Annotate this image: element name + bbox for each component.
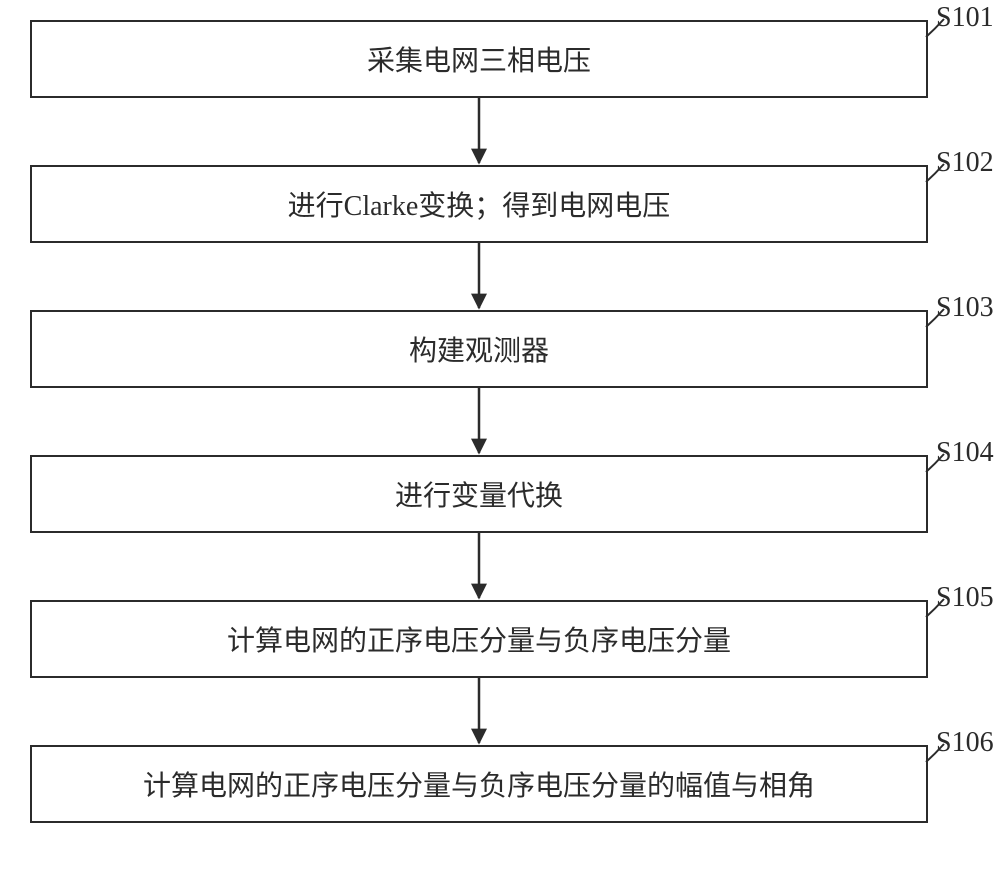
flowchart-canvas: 采集电网三相电压S101进行Clarke变换；得到电网电压S102构建观测器S1… (0, 0, 1000, 872)
flow-arrows (0, 0, 1000, 872)
